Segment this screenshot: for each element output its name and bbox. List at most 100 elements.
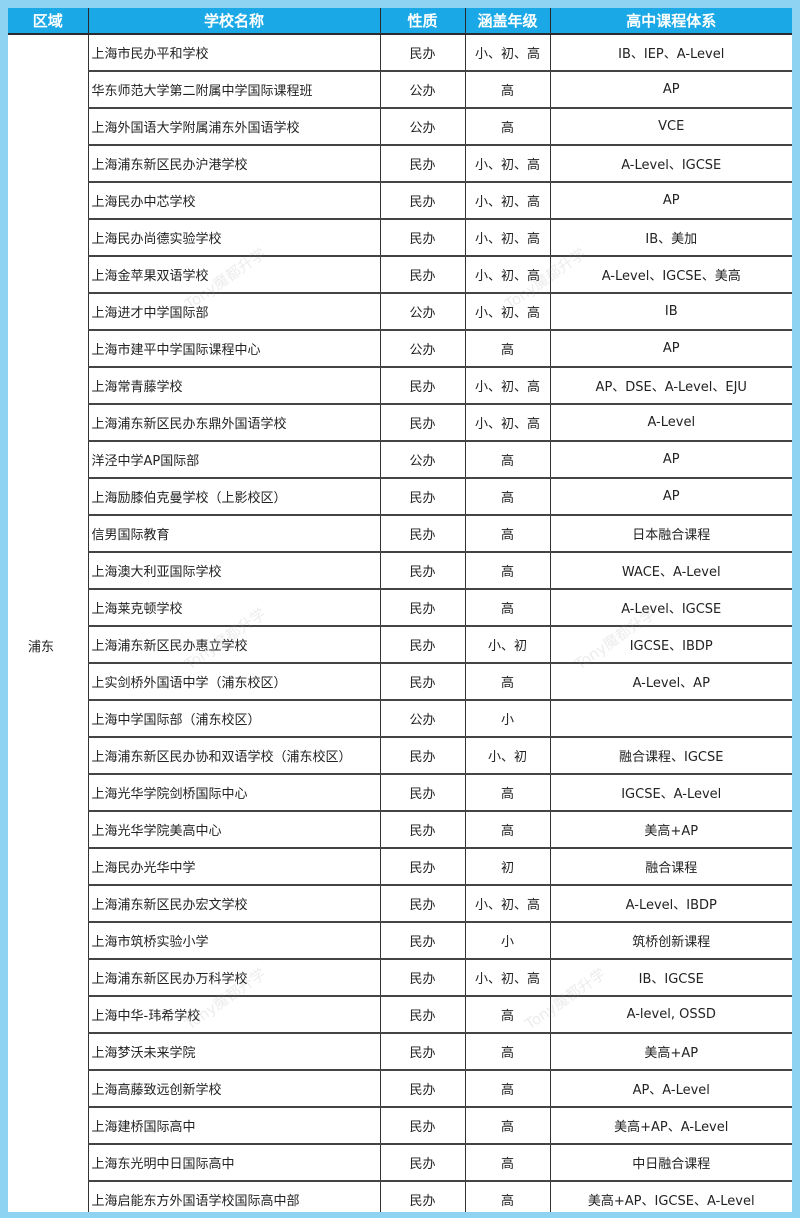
table-row: 上海中华-玮希学校 民办高 A-level, OSSD — [8, 996, 792, 1034]
table-row: 上海民办光华中学 民办初融合课程 — [8, 848, 792, 886]
type-cell: 公办 — [380, 293, 466, 331]
grades-cell: 高 — [465, 330, 551, 368]
curriculum-cell: IGCSE、A-Level — [550, 774, 792, 812]
grades-cell: 高 — [465, 515, 551, 553]
table-row: 上海光华学院美高中心 民办高美高+AP — [8, 811, 792, 849]
curriculum-cell: IB、IGCSE — [550, 959, 792, 997]
type-cell: 民办 — [380, 1070, 466, 1108]
curriculum-cell: 日本融合课程 — [550, 515, 792, 553]
type-cell: 民办 — [380, 737, 466, 775]
type-cell: 民办 — [380, 811, 466, 849]
type-cell: 公办 — [380, 330, 466, 368]
table-row: 上海浦东新区民办宏文学校 民办 小、初、高 A-Level、IBDP — [8, 885, 792, 923]
table-row: 上实剑桥外国语中学（浦东校区） 民办高 A-Level、AP — [8, 663, 792, 701]
table-row: 上海民办尚德实验学校 民办 小、初、高 IB、美加 — [8, 219, 792, 257]
school-name-cell: 洋泾中学AP国际部 — [88, 441, 381, 479]
type-cell: 民办 — [380, 1144, 466, 1182]
school-name-cell: 上海励膝伯克曼学校（上影校区） — [88, 478, 381, 516]
curriculum-cell: AP — [550, 478, 792, 516]
table-row: 上海浦东新区民办协和双语学校（浦东校区） 民办 小、初 融合课程、IGCSE — [8, 737, 792, 775]
type-cell: 民办 — [380, 515, 466, 553]
curriculum-cell: 美高+AP、A-Level — [550, 1107, 792, 1145]
curriculum-cell: IB、IEP、A-Level — [550, 34, 792, 72]
curriculum-cell — [550, 700, 792, 738]
school-table-frame: 区域 学校名称 性质 涵盖年级 高中课程体系 浦东 上海市民办平和学校 民办 小、初、… — [8, 8, 792, 1212]
table-row: 上海常青藤学校 民办 小、初、高 AP、DSE、A-Level、EJU — [8, 367, 792, 405]
curriculum-cell: AP、DSE、A-Level、EJU — [550, 367, 792, 405]
header-curriculum: 高中课程体系 — [550, 8, 792, 35]
school-name-cell: 上海中学国际部（浦东校区） — [88, 700, 381, 738]
table-row: 浦东 上海市民办平和学校 民办 小、初、高 IB、IEP、A-Level — [8, 34, 792, 1212]
curriculum-cell: A-Level、IGCSE — [550, 589, 792, 627]
grades-cell: 小 — [465, 700, 551, 738]
grades-cell: 小、初 — [465, 737, 551, 775]
type-cell: 民办 — [380, 256, 466, 294]
school-name-cell: 上海浦东新区民办万科学校 — [88, 959, 381, 997]
curriculum-cell: IGCSE、IBDP — [550, 626, 792, 664]
school-name-cell: 上海梦沃未来学院 — [88, 1033, 381, 1071]
type-cell: 公办 — [380, 441, 466, 479]
type-cell: 民办 — [380, 367, 466, 405]
table-row: 上海中学国际部（浦东校区） 公办小 — [8, 700, 792, 738]
table-row: 上海进才中学国际部 公办 小、初、高 IB — [8, 293, 792, 331]
curriculum-cell: AP、A-Level — [550, 1070, 792, 1108]
grades-cell: 高 — [465, 1033, 551, 1071]
curriculum-cell: WACE、A-Level — [550, 552, 792, 590]
curriculum-cell: 融合课程 — [550, 848, 792, 886]
curriculum-cell: AP — [550, 330, 792, 368]
school-name-cell: 上海外国语大学附属浦东外国语学校 — [88, 108, 381, 146]
grades-cell: 高 — [465, 1144, 551, 1182]
header-school-name: 学校名称 — [88, 8, 381, 35]
school-name-cell: 上海光华学院剑桥国际中心 — [88, 774, 381, 812]
school-name-cell: 上海市建平中学国际课程中心 — [88, 330, 381, 368]
grades-cell: 高 — [465, 774, 551, 812]
type-cell: 民办 — [380, 1181, 466, 1212]
grades-cell: 高 — [465, 1107, 551, 1145]
grades-cell: 高 — [465, 441, 551, 479]
grades-cell: 高 — [465, 478, 551, 516]
school-name-cell: 上海民办中芯学校 — [88, 182, 381, 220]
grades-cell: 高 — [465, 589, 551, 627]
grades-cell: 小、初、高 — [465, 293, 551, 331]
type-cell: 民办 — [380, 996, 466, 1034]
school-name-cell: 上海民办光华中学 — [88, 848, 381, 886]
school-name-cell: 上海浦东新区民办宏文学校 — [88, 885, 381, 923]
school-name-cell: 上海东光明中日国际高中 — [88, 1144, 381, 1182]
curriculum-cell: IB、美加 — [550, 219, 792, 257]
curriculum-cell: A-Level — [550, 404, 792, 442]
grades-cell: 小、初、高 — [465, 404, 551, 442]
table-row: 信男国际教育 民办高日本融合课程 — [8, 515, 792, 553]
curriculum-cell: IB — [550, 293, 792, 331]
type-cell: 民办 — [380, 34, 466, 72]
grades-cell: 小、初 — [465, 626, 551, 664]
school-name-cell: 上海浦东新区民办沪港学校 — [88, 145, 381, 183]
grades-cell: 高 — [465, 71, 551, 109]
school-name-cell: 上海莱克顿学校 — [88, 589, 381, 627]
region-cell: 浦东 — [8, 34, 89, 1212]
grades-cell: 初 — [465, 848, 551, 886]
curriculum-cell: A-Level、IGCSE — [550, 145, 792, 183]
grades-cell: 高 — [465, 996, 551, 1034]
table-row: 上海建桥国际高中 民办高美高+AP、A-Level — [8, 1107, 792, 1145]
school-name-cell: 上海高藤致远创新学校 — [88, 1070, 381, 1108]
type-cell: 民办 — [380, 589, 466, 627]
school-name-cell: 上海中华-玮希学校 — [88, 996, 381, 1034]
school-name-cell: 上海市民办平和学校 — [88, 34, 381, 72]
grades-cell: 高 — [465, 663, 551, 701]
table-row: 上海启能东方外国语学校国际高中部 民办高美高+AP、IGCSE、A-Level — [8, 1181, 792, 1212]
type-cell: 民办 — [380, 404, 466, 442]
type-cell: 民办 — [380, 774, 466, 812]
school-name-cell: 上实剑桥外国语中学（浦东校区） — [88, 663, 381, 701]
table-row: 上海浦东新区民办沪港学校 民办 小、初、高 A-Level、IGCSE — [8, 145, 792, 183]
grades-cell: 高 — [465, 811, 551, 849]
curriculum-cell: AP — [550, 182, 792, 220]
school-name-cell: 上海金苹果双语学校 — [88, 256, 381, 294]
type-cell: 公办 — [380, 700, 466, 738]
curriculum-cell: A-level, OSSD — [550, 996, 792, 1034]
table-row: 上海浦东新区民办东鼎外国语学校 民办 小、初、高 A-Level — [8, 404, 792, 442]
type-cell: 民办 — [380, 552, 466, 590]
table-row: 上海市建平中学国际课程中心 公办高 AP — [8, 330, 792, 368]
type-cell: 民办 — [380, 848, 466, 886]
school-name-cell: 上海建桥国际高中 — [88, 1107, 381, 1145]
school-name-cell: 华东师范大学第二附属中学国际课程班 — [88, 71, 381, 109]
